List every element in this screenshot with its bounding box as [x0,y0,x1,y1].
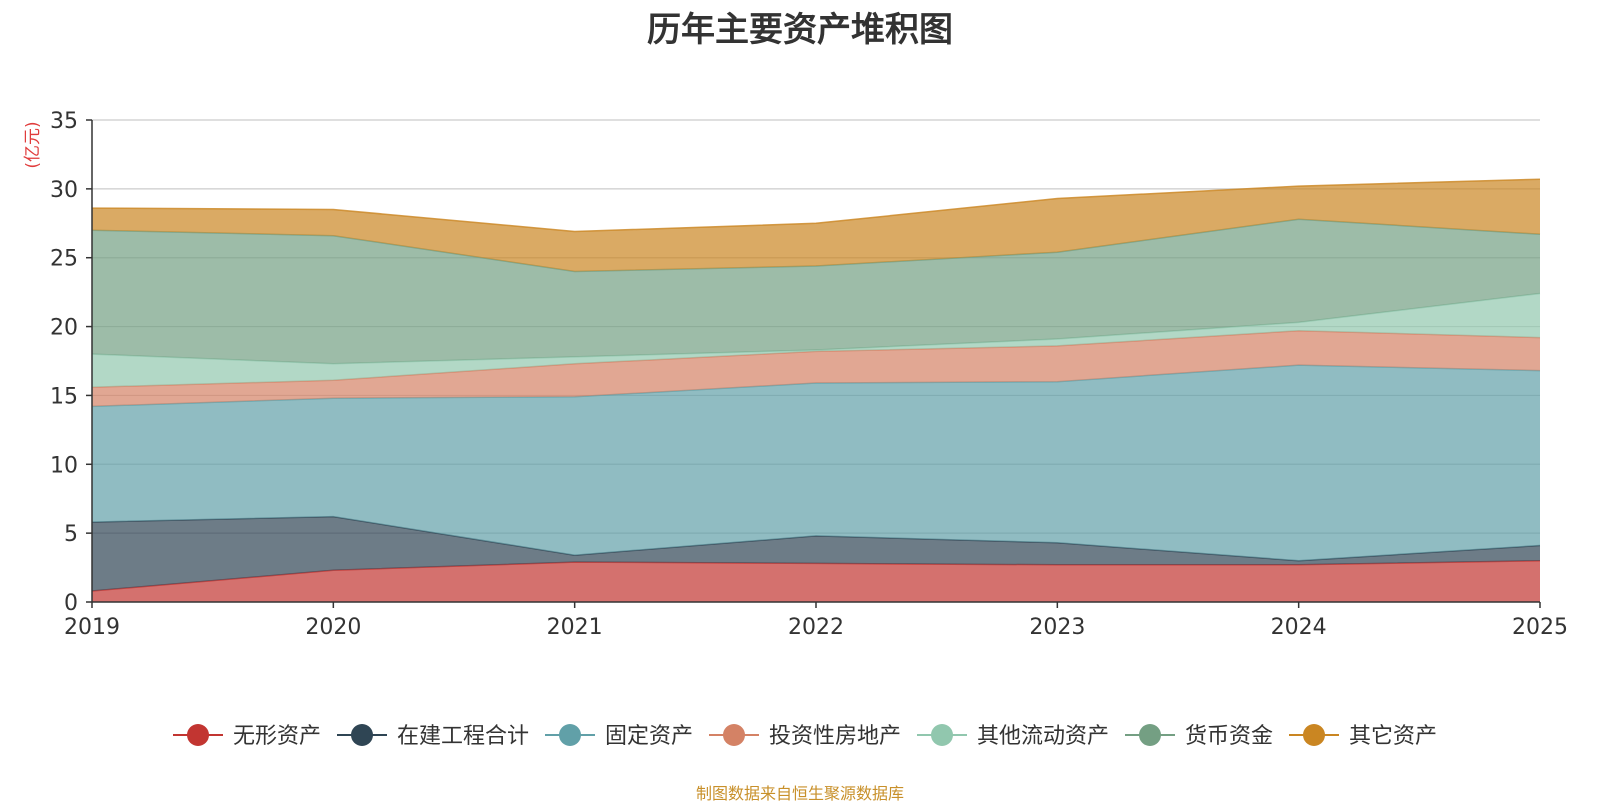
x-tick-label: 2024 [1271,615,1327,640]
legend-swatch-dot [1139,724,1161,746]
x-tick-label: 2025 [1512,615,1568,640]
y-tick-label: 5 [64,522,78,547]
legend-swatch-dot [723,724,745,746]
x-tick-label: 2023 [1029,615,1085,640]
series-areas [91,178,1541,602]
y-tick-label: 30 [50,178,78,203]
y-axis-unit-label: (亿元) [23,121,43,168]
legend-swatch-dot [187,724,209,746]
series-area-4 [92,330,1540,407]
x-tick-label: 2019 [64,615,120,640]
y-tick-label: 20 [50,316,78,341]
legend-swatch-dot [559,724,581,746]
series-area-3 [92,365,1540,561]
source-note: 制图数据来自恒生聚源数据库 [695,784,904,803]
series-area-2 [92,516,1540,591]
legend-label: 投资性房地产 [769,724,901,749]
legend-label: 无形资产 [233,724,321,749]
x-tick-label: 2022 [788,615,844,640]
x-tick-label: 2021 [547,615,603,640]
legend-swatch-dot [931,724,953,746]
series-area-6 [92,219,1540,364]
series-line-7 [91,178,1541,233]
legend-item-6: 货币资金 [1125,724,1273,749]
legend-item-3: 固定资产 [545,724,693,749]
y-tick-label: 25 [50,247,78,272]
legend-label: 其他流动资产 [977,724,1109,749]
legend-label: 其它资产 [1349,724,1437,749]
legend-label: 货币资金 [1185,724,1273,749]
legend-item-4: 投资性房地产 [709,724,901,749]
series-area-5 [92,293,1540,388]
legend-label: 固定资产 [605,724,693,749]
y-tick-label: 10 [50,453,78,478]
legend-label: 在建工程合计 [397,724,529,749]
y-tick-label: 15 [50,384,78,409]
series-area-7 [92,179,1540,272]
legend-swatch-dot [351,724,373,746]
legend-swatch-dot [1303,724,1325,746]
legend-item-2: 在建工程合计 [337,724,529,749]
legend-item-1: 无形资产 [173,724,321,749]
legend-item-7: 其它资产 [1289,724,1437,749]
y-tick-label: 0 [64,591,78,616]
series-area-1 [92,560,1540,602]
y-tick-label: 35 [50,109,78,134]
legend-item-5: 其他流动资产 [917,724,1109,749]
legend: 无形资产 在建工程合计 固定资产 投资性房地产 其他流动资产 货币资金 其它资产 [173,724,1437,749]
x-tick-label: 2020 [305,615,361,640]
chart-title: 历年主要资产堆积图 [647,10,953,50]
